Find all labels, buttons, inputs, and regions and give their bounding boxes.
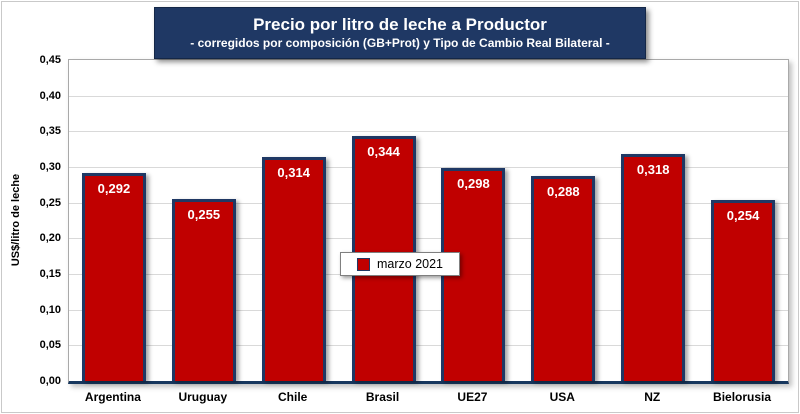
bar-value-label: 0,314 (277, 165, 310, 181)
y-tick-label: 0,30 (39, 161, 61, 173)
bar: 0,254 (711, 199, 776, 381)
gridline (69, 202, 788, 204)
gridline (69, 309, 788, 311)
bar: 0,314 (261, 157, 326, 381)
x-axis-label: Chile (278, 390, 308, 404)
bar-value-label: 0,255 (187, 207, 221, 223)
x-axis-label: USA (549, 390, 575, 404)
y-tick-label: 0,00 (39, 375, 61, 387)
gridline (69, 131, 788, 133)
bar-value-label: 0,344 (367, 143, 400, 159)
gridline (69, 95, 788, 97)
bar-value-label: 0,318 (636, 162, 670, 178)
y-tick-label: 0,10 (39, 303, 61, 316)
bar: 0,298 (441, 168, 506, 381)
y-tick-label: 0,20 (39, 232, 61, 245)
bar: 0,288 (531, 175, 596, 381)
y-tick-label: 0,35 (39, 125, 61, 138)
plot-area: 0,00 0,05 0,10 0,15 0,20 0,25 0,30 0,35 0,40 0,45… (40, 54, 789, 387)
x-axis-labels: Argentina Uruguay Chile Brasil UE27 USA NZ Biel… (68, 386, 787, 410)
y-tick-label: 0,25 (39, 196, 61, 209)
bar-value-label: 0,288 (547, 183, 580, 199)
chart-subtitle: - corregidos por composición (GB+Prot) y… (190, 36, 610, 50)
bar-value-label: 0,292 (97, 180, 131, 196)
x-axis-label: Uruguay (178, 390, 228, 404)
chart-title: Precio por litro de leche a Productor (253, 15, 547, 34)
bar: 0,318 (621, 154, 686, 381)
y-tick-label: 0,15 (39, 268, 61, 280)
y-tick-label: 0,45 (39, 54, 61, 66)
x-axis-label: NZ (644, 390, 661, 404)
x-axis-label: Brasil (365, 390, 400, 404)
bar: 0,292 (81, 172, 146, 381)
bar-value-label: 0,254 (726, 207, 760, 223)
x-axis-label: Argentina (84, 390, 141, 404)
legend-swatch-icon (356, 257, 370, 271)
bar-value-label: 0,298 (457, 176, 490, 192)
legend-label: marzo 2021 (376, 257, 444, 271)
x-axis-label: UE27 (457, 390, 488, 404)
title-box: Precio por litro de leche a Productor - … (154, 7, 646, 59)
y-tick-label: 0,05 (39, 339, 61, 352)
gridline (69, 345, 788, 347)
y-tick-label: 0,40 (39, 89, 61, 102)
gridline (69, 167, 788, 168)
y-axis-title: US$/litro de leche (10, 173, 22, 267)
legend: marzo 2021 (339, 252, 461, 276)
gridline (69, 238, 788, 240)
bar: 0,255 (171, 199, 236, 381)
x-axis-label: Bielorusia (713, 390, 772, 404)
